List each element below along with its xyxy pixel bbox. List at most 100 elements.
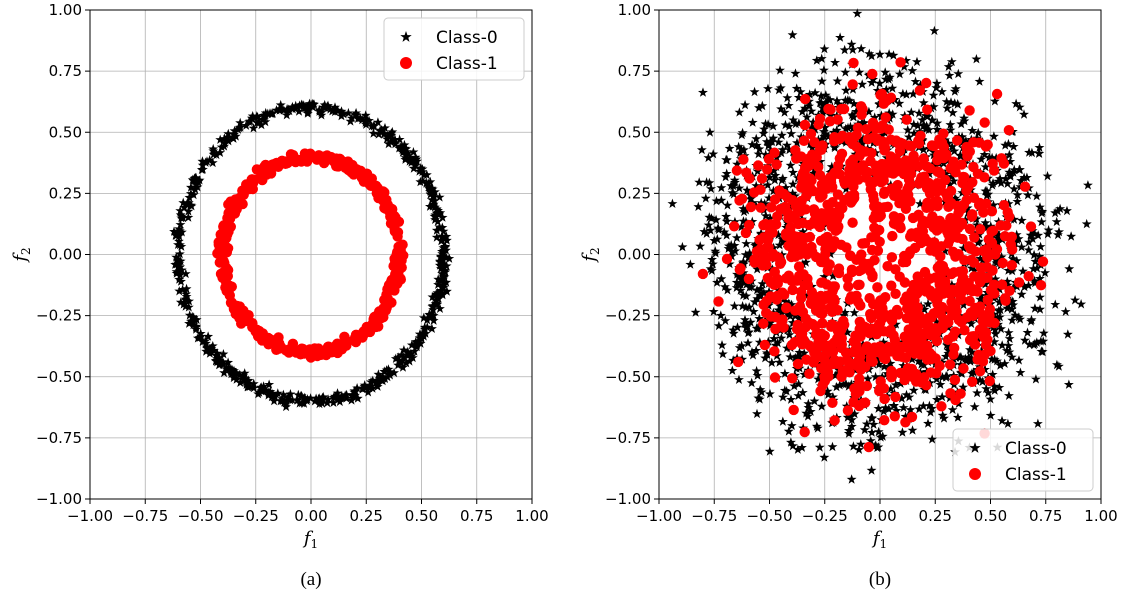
point-class-0 [923,298,933,309]
point-class-0 [427,323,437,333]
point-class-0 [870,371,881,382]
point-class-0 [927,434,938,444]
point-class-1 [867,68,878,80]
point-class-0 [241,120,252,130]
point-class-0 [736,340,747,351]
point-class-0 [788,179,798,189]
point-class-0 [394,134,405,144]
point-class-0 [1032,418,1043,428]
point-class-0 [717,340,727,350]
point-class-1 [852,279,864,291]
point-class-1 [900,256,912,268]
point-class-0 [908,88,919,99]
point-class-0 [401,150,411,160]
point-class-0 [1015,314,1025,324]
point-class-1 [826,294,837,305]
point-class-0 [1029,339,1039,350]
point-class-0 [437,246,447,256]
point-class-0 [204,155,215,165]
point-class-0 [731,232,742,243]
point-class-0 [761,136,772,147]
point-class-0 [777,416,788,426]
point-class-0 [931,82,942,93]
point-class-0 [866,465,877,475]
point-class-1 [969,232,980,243]
point-class-0 [918,359,929,370]
point-class-0 [918,97,929,108]
point-class-1 [806,241,817,253]
point-class-1 [358,326,369,337]
point-class-1 [867,177,879,188]
point-class-1 [938,128,949,139]
point-class-0 [270,391,280,402]
point-class-0 [870,440,881,450]
x-tick-label: 0.75 [460,507,493,525]
point-class-0 [1031,191,1042,201]
point-class-1 [889,411,900,422]
point-class-0 [1015,164,1025,174]
point-class-0 [713,320,724,331]
point-class-0 [325,104,336,114]
point-class-0 [260,116,271,127]
point-class-0 [183,206,194,216]
point-class-0 [808,168,819,178]
point-class-1 [827,284,839,295]
point-class-0 [948,176,959,186]
point-class-0 [196,164,207,175]
point-class-0 [750,240,761,250]
point-class-0 [775,65,785,75]
point-class-0 [864,106,874,117]
point-class-0 [765,317,776,328]
point-class-0 [762,349,773,359]
point-class-0 [440,241,451,251]
point-class-0 [944,179,955,189]
point-class-1 [850,162,861,173]
point-class-1 [758,220,769,231]
point-class-1 [791,153,802,164]
point-class-0 [741,205,751,215]
point-class-0 [946,97,956,107]
point-class-1 [875,89,886,101]
point-class-0 [918,119,929,130]
point-class-1 [935,180,947,192]
point-class-0 [427,301,438,311]
point-class-0 [322,101,333,112]
point-class-1 [862,134,874,145]
point-class-0 [755,384,766,394]
point-class-0 [877,431,888,441]
point-class-1 [839,194,850,206]
point-class-0 [878,337,889,347]
point-class-1 [979,172,990,183]
point-class-0 [847,109,858,120]
point-class-0 [859,117,870,128]
point-class-0 [769,333,779,343]
point-class-1 [795,206,806,217]
point-class-1 [867,271,878,283]
point-class-0 [430,298,441,309]
point-class-0 [1060,306,1071,316]
point-class-0 [717,348,728,359]
point-class-0 [797,106,808,116]
point-class-0 [281,110,292,120]
point-class-0 [989,96,1000,106]
point-class-0 [981,185,992,196]
point-class-0 [972,220,982,230]
point-class-0 [417,166,428,177]
point-class-0 [330,391,340,401]
point-class-0 [840,123,851,134]
point-class-0 [396,358,407,368]
point-class-0 [195,328,206,338]
point-class-0 [1043,225,1054,235]
point-class-1 [713,296,724,307]
point-class-0 [1034,251,1045,261]
point-class-0 [756,387,767,397]
point-class-0 [428,315,439,325]
y-axis-label: f2 [10,247,33,263]
point-class-1 [861,380,873,392]
point-class-0 [809,396,820,406]
point-class-0 [172,255,183,265]
point-class-1 [282,345,293,356]
point-class-0 [307,102,318,112]
point-class-1 [839,319,850,330]
point-class-1 [865,155,876,167]
